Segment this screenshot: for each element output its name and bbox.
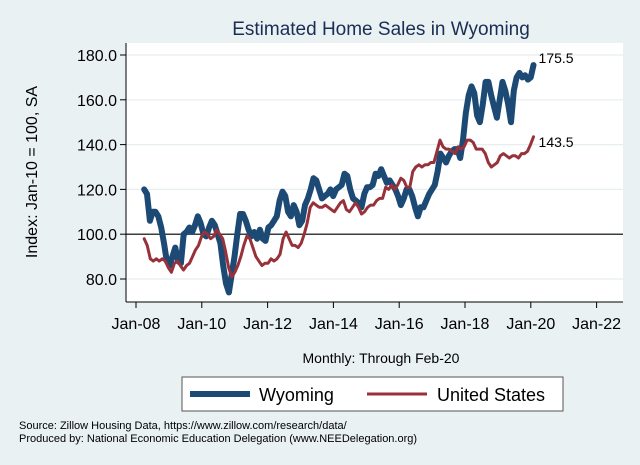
- series-line-united-states: [142, 135, 535, 279]
- x-tick-label: Jan-16: [375, 316, 424, 333]
- x-tick-label: Jan-08: [112, 316, 161, 333]
- x-tick-label: Jan-14: [309, 316, 358, 333]
- y-tick-label: 160.0: [77, 93, 117, 110]
- legend-label-wyoming: Wyoming: [259, 385, 334, 405]
- x-axis-ticks: Jan-08 Jan-10 Jan-12 Jan-14 Jan-16 Jan-18 Jan-…: [112, 302, 621, 333]
- x-tick-label: Jan-10: [177, 316, 226, 333]
- y-tick-label: 180.0: [77, 48, 117, 65]
- y-tick-label: 120.0: [77, 182, 117, 199]
- y-tick-label: 100.0: [77, 227, 117, 244]
- end-label-united-states: 143.5: [539, 134, 574, 150]
- legend-label-united-states: United States: [437, 385, 545, 405]
- chart-title: Estimated Home Sales in Wyoming: [232, 19, 530, 40]
- x-tick-label: Jan-12: [243, 316, 292, 333]
- y-axis-title: Index: Jan-10 = 100, SA: [24, 86, 41, 258]
- series-line-wyoming: [141, 62, 537, 296]
- x-axis-title: Monthly: Through Feb-20: [303, 350, 460, 366]
- legend: Wyoming United States: [181, 376, 564, 412]
- y-tick-label: 80.0: [86, 272, 117, 289]
- x-tick-label: Jan-22: [572, 316, 621, 333]
- x-tick-label: Jan-20: [506, 316, 555, 333]
- source-note: Source: Zillow Housing Data, https://www…: [19, 420, 348, 432]
- y-axis-ticks: 80.0 100.0 120.0 140.0 160.0 180.0: [77, 48, 126, 289]
- produced-by-note: Produced by: National Economic Education…: [19, 433, 417, 445]
- series-group: 175.5 143.5: [141, 50, 574, 296]
- x-tick-label: Jan-18: [441, 316, 490, 333]
- end-label-wyoming: 175.5: [539, 50, 574, 66]
- y-tick-label: 140.0: [77, 138, 117, 155]
